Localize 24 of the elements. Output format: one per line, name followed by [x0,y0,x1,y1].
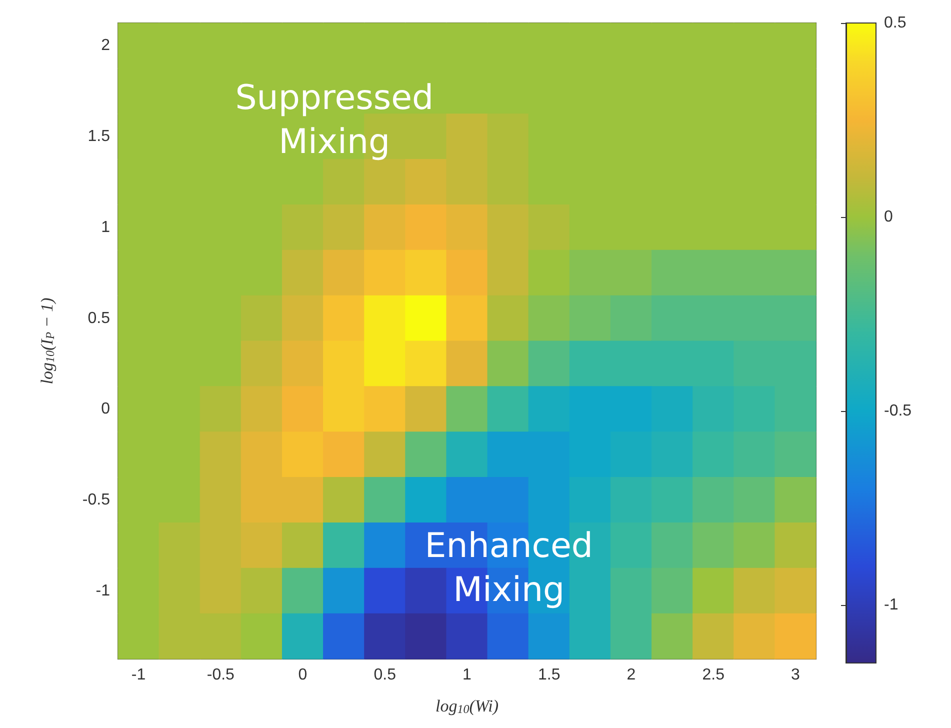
color-bar-label: 0 [884,208,893,226]
x-tick-label: 0.5 [374,666,396,684]
x-tick-label: -0.5 [206,666,235,684]
annotation: Enhanced Mixing [424,526,593,610]
x-tick-label: 2.5 [702,666,725,684]
color-bar-label: -0.5 [884,402,912,420]
x-tick-label: 1 [462,666,472,684]
x-tick-label: -1 [131,666,146,684]
y-axis-title: log10(IP − 1) [38,297,57,384]
y-tick-label: 2 [101,37,110,54]
color-bar-label: 0.5 [884,14,906,32]
x-tick-label: 3 [791,666,800,684]
y-tick-label: -0.5 [82,492,110,508]
x-axis-title: log10(Wi) [436,696,499,716]
y-tick-label: -1 [96,582,110,600]
x-tick-label: 0 [298,666,308,684]
y-tick-label: 0 [101,400,110,418]
y-tick-label: 0.5 [88,310,110,327]
annotation: Suppressed Mixing [235,78,434,162]
x-tick-label: 2 [626,666,636,684]
y-tick-label: 1 [101,218,110,236]
x-tick-label: 1.5 [538,666,560,684]
y-tick-label: 1.5 [88,128,110,146]
color-bar-label: -1 [884,596,898,614]
